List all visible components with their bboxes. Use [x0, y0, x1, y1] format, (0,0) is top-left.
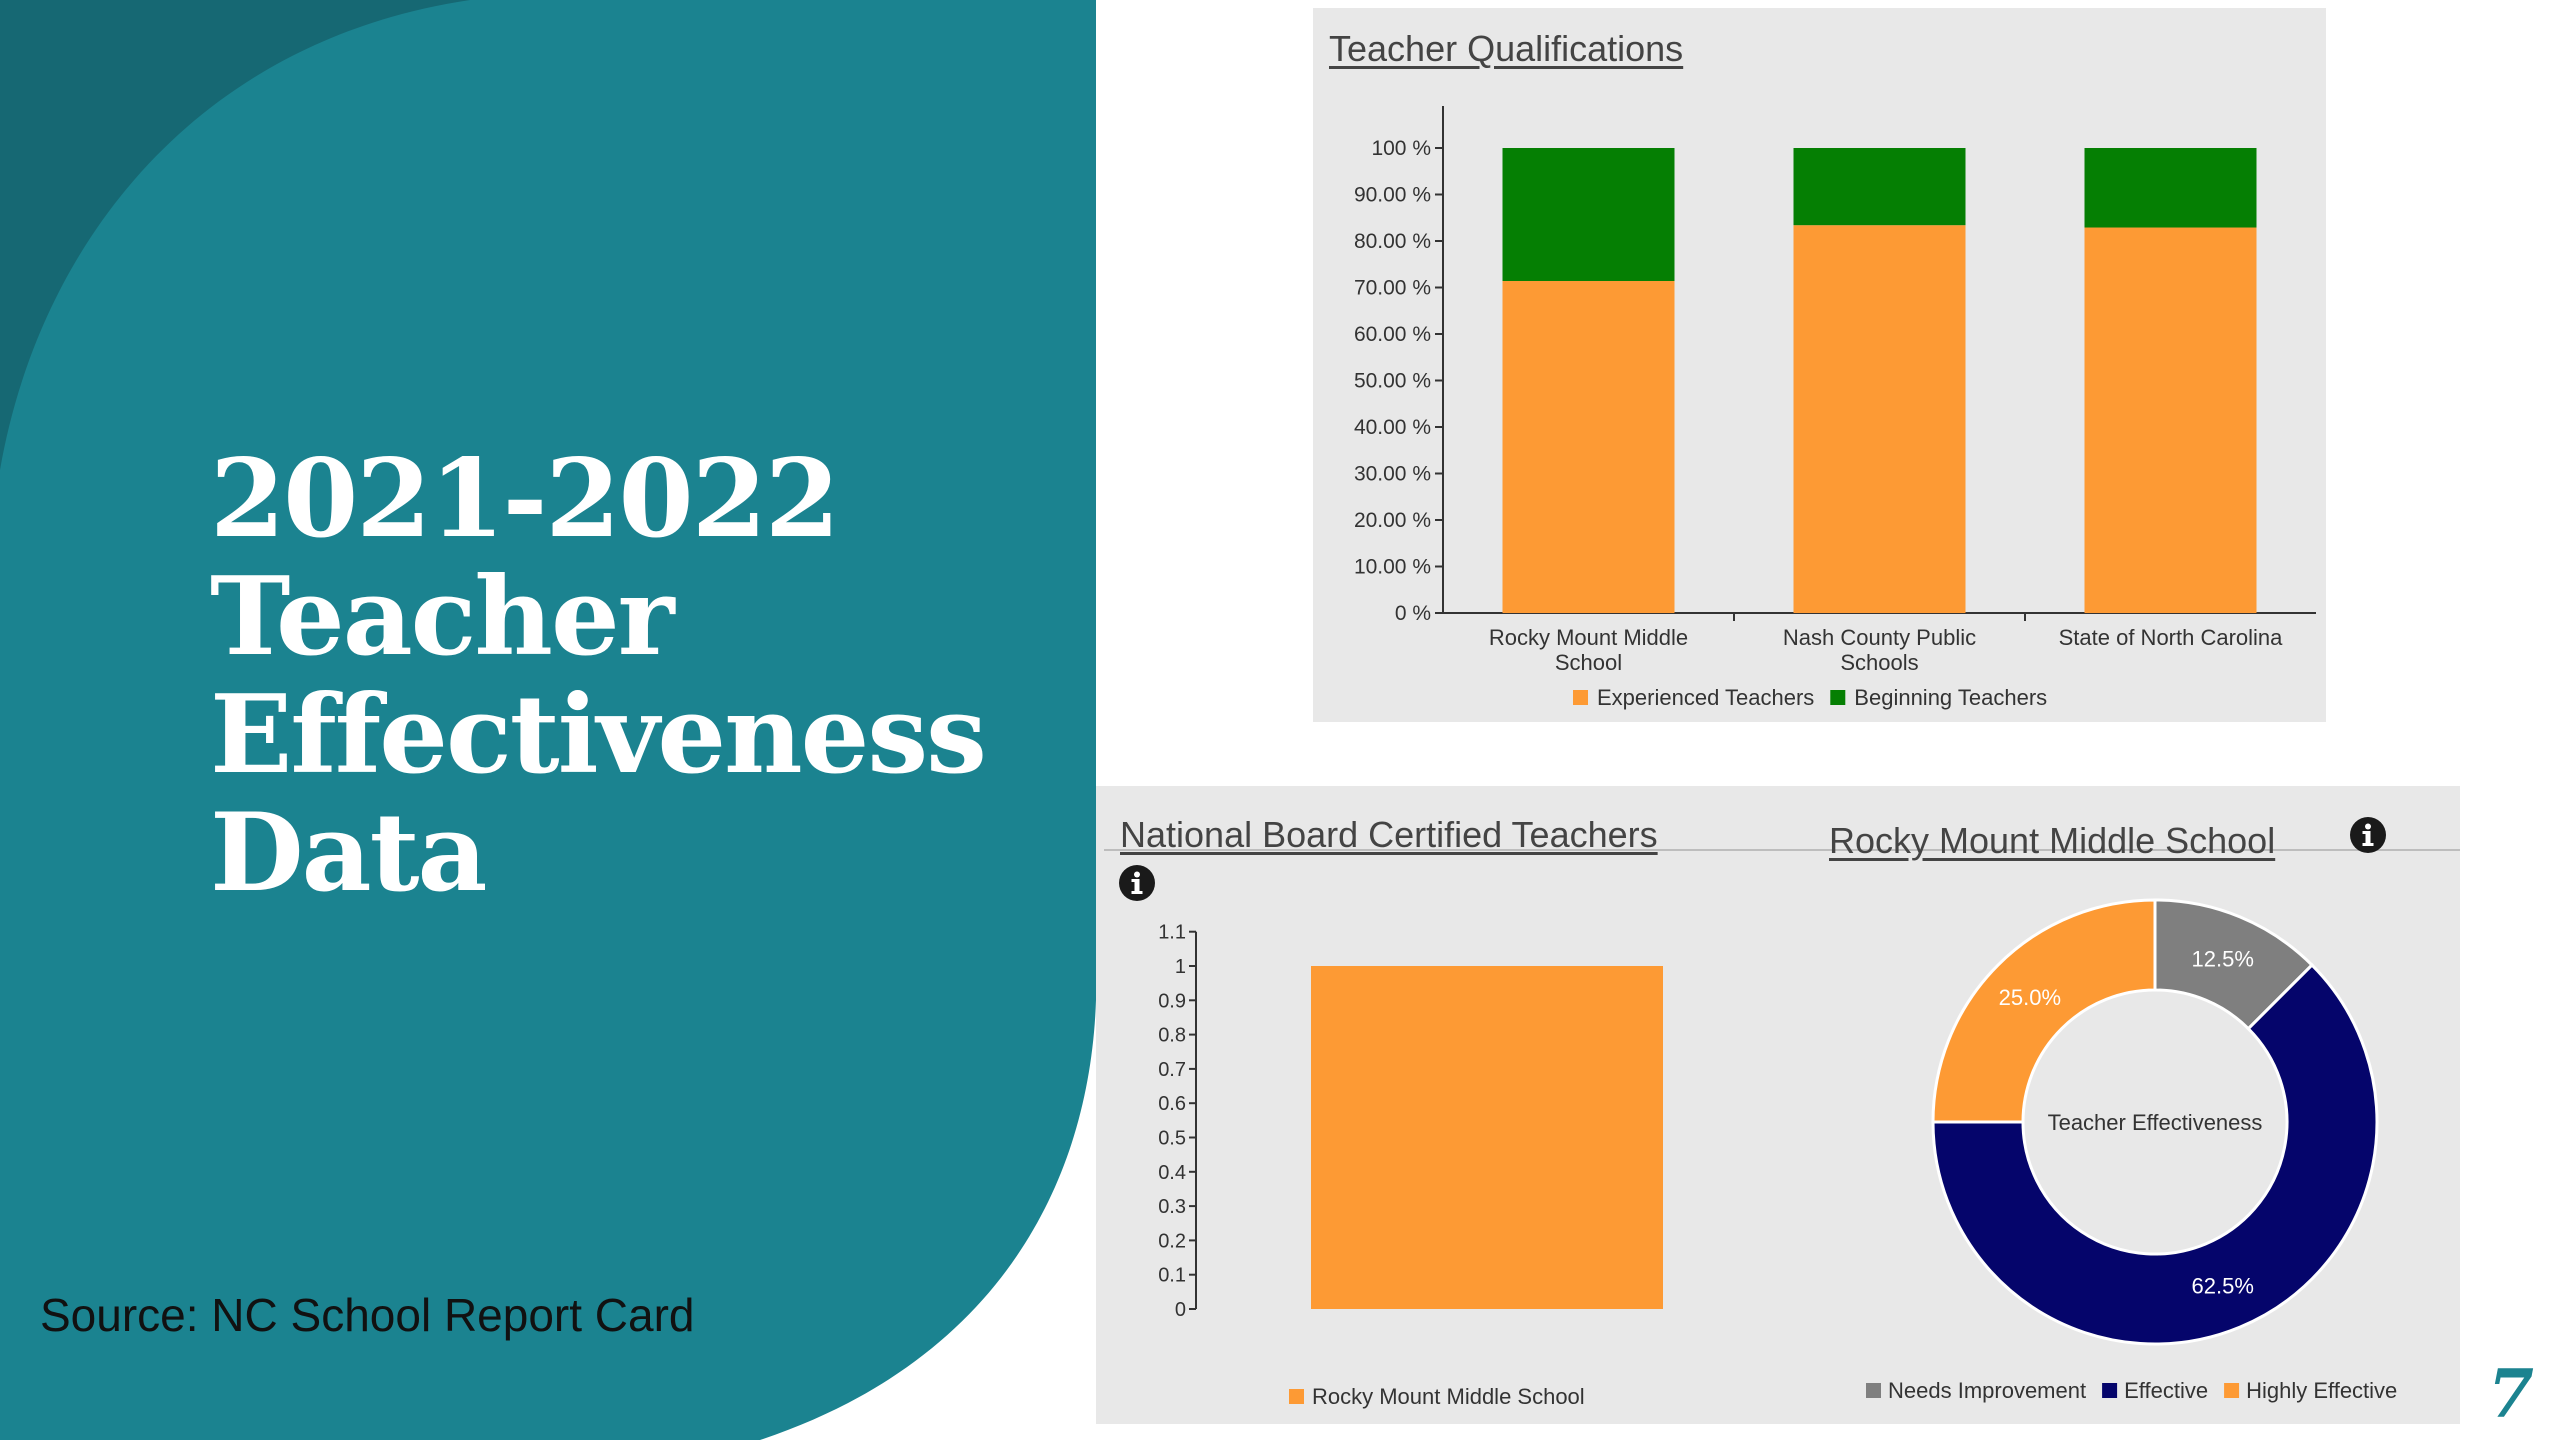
national-board-chart: 0 0.1 0.2 0.3 0.4 0.5 0.6 0.7 0.8 0.9 1 1.1 Rocky Mo…	[1158, 922, 1663, 1409]
y-tick-label: 0.2	[1158, 1230, 1186, 1252]
national-board-title: National Board Certified Teachers	[1120, 814, 1658, 855]
legend-swatch	[1866, 1383, 1881, 1398]
title-line-3: Effectiveness	[210, 672, 987, 798]
y-tick-label: 0.5	[1158, 1128, 1186, 1150]
panel-divider	[1104, 849, 2460, 851]
legend-swatch	[2224, 1383, 2240, 1398]
y-tick-label: 70.00 %	[1354, 277, 1431, 300]
lower-charts-panel: 0 0.1 0.2 0.3 0.4 0.5 0.6 0.7 0.8 0.9 1 1.1 Rocky Mo…	[1096, 786, 2460, 1424]
teacher-qualifications-panel: 0 % 10.00 % 20.00 % 30.00 % 40.00 % 50.00 % 60…	[1313, 8, 2326, 722]
info-circle-icon[interactable]	[2349, 816, 2387, 854]
y-tick-label: 0.3	[1158, 1196, 1186, 1218]
donut-data-label: 25.0%	[1999, 985, 2061, 1010]
bar-beginning-teachers	[1793, 148, 1966, 226]
y-tick-label: 0.4	[1158, 1162, 1186, 1184]
bar-beginning-teachers	[1502, 148, 1675, 281]
rocky-mount-title: Rocky Mount Middle School	[1829, 820, 2276, 861]
bar-experienced-teachers	[1793, 225, 1966, 613]
legend-label: Highly Effective	[2246, 1378, 2397, 1403]
y-tick-label: 1	[1175, 956, 1186, 978]
x-category-label: Rocky Mount Middle	[1489, 625, 1688, 650]
donut-data-label: 12.5%	[2192, 946, 2254, 971]
legend-swatch	[2102, 1383, 2118, 1398]
donut-slice-effective	[1931, 962, 2379, 1346]
y-tick-label: 10.00 %	[1354, 556, 1431, 579]
bar-beginning-teachers	[2084, 148, 2257, 228]
x-category-label: School	[1555, 650, 1622, 675]
info-circle-icon[interactable]	[1118, 864, 1156, 902]
teacher-qualifications-title: Teacher Qualifications	[1329, 28, 1684, 69]
y-tick-label: 40.00 %	[1354, 416, 1431, 439]
x-category-label: Nash County Public	[1783, 625, 1976, 650]
teacher-qualifications-chart: 0 % 10.00 % 20.00 % 30.00 % 40.00 % 50.00 % 60…	[1354, 106, 2316, 710]
legend-swatch	[1573, 690, 1588, 705]
y-tick-label: 50.00 %	[1354, 370, 1431, 393]
y-tick-label: 0.6	[1158, 1093, 1186, 1115]
slide-title: 2021-2022 Teacher Effectiveness Data	[210, 436, 987, 916]
y-tick-label: 0.7	[1158, 1059, 1186, 1081]
y-tick-label: 30.00 %	[1354, 463, 1431, 486]
legend-swatch	[1830, 690, 1846, 705]
title-line-2: Teacher	[210, 554, 675, 680]
legend-label: Experienced Teachers	[1597, 685, 1814, 710]
title-line-4: Data	[210, 790, 487, 916]
y-tick-label: 20.00 %	[1354, 509, 1431, 532]
legend-label: Rocky Mount Middle School	[1312, 1384, 1585, 1409]
bar-experienced-teachers	[1502, 280, 1675, 613]
y-tick-label: 100 %	[1371, 137, 1431, 160]
legend-swatch	[1289, 1389, 1304, 1404]
donut-data-label: 62.5%	[2192, 1274, 2254, 1299]
y-tick-label: 60.00 %	[1354, 323, 1431, 346]
title-line-1: 2021-2022	[210, 436, 840, 562]
white-curve-shape	[760, 1000, 1096, 1440]
y-tick-label: 80.00 %	[1354, 230, 1431, 253]
legend-label: Needs Improvement	[1888, 1378, 2086, 1403]
page-number: 7	[2488, 1355, 2534, 1433]
legend-label: Effective	[2124, 1378, 2208, 1403]
dark-corner-shape	[0, 0, 470, 470]
y-tick-label: 0.8	[1158, 1025, 1186, 1047]
y-tick-label: 0.9	[1158, 990, 1186, 1012]
donut-center-label: Teacher Effectiveness	[2048, 1110, 2263, 1135]
x-category-label: State of North Carolina	[2059, 625, 2284, 650]
y-tick-label: 0 %	[1395, 602, 1431, 625]
bar-experienced-teachers	[2084, 227, 2257, 613]
y-tick-label: 1.1	[1158, 922, 1186, 944]
legend-label: Beginning Teachers	[1854, 685, 2047, 710]
x-category-label: Schools	[1840, 650, 1918, 675]
y-tick-label: 90.00 %	[1354, 184, 1431, 207]
source-text: Source: NC School Report Card	[40, 1289, 695, 1341]
donut-slice-needs-improvement	[2153, 898, 2315, 1031]
y-tick-label: 0.1	[1158, 1265, 1186, 1287]
y-tick-label: 0	[1175, 1299, 1186, 1321]
bar-rocky-mount-middle-school	[1311, 966, 1663, 1309]
donut-slice-highly-effective	[1931, 898, 2157, 1124]
teal-background	[0, 0, 1096, 1440]
